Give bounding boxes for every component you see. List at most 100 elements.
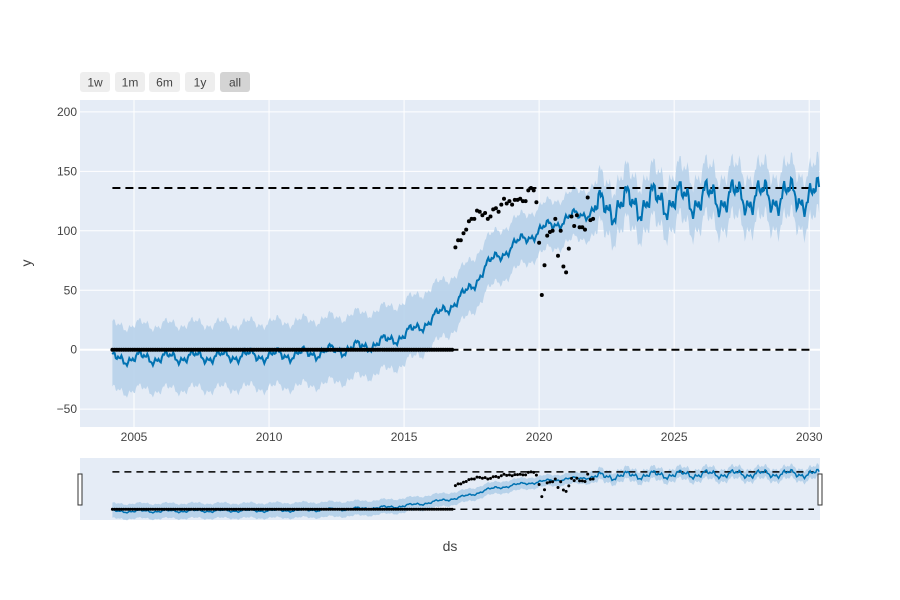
range-button-6m[interactable]: 6m [149, 72, 180, 92]
slider-actual-point [198, 507, 202, 511]
slider-actual-point [221, 507, 225, 511]
slider-actual-point [537, 483, 541, 486]
actual-point [488, 214, 493, 219]
slider-actual-point [453, 484, 457, 488]
slider-actual-point [425, 507, 429, 511]
slider-actual-point [349, 507, 353, 511]
slider-actual-point [342, 507, 346, 511]
slider-actual-point [146, 507, 150, 511]
range-button-label[interactable]: 6m [156, 76, 173, 90]
slider-actual-point [561, 488, 565, 492]
range-button-1w[interactable]: 1w [80, 72, 110, 92]
actual-point [504, 201, 509, 206]
slider-actual-point [317, 507, 321, 511]
slider-actual-point [209, 507, 213, 511]
x-tick-label: 2010 [256, 430, 283, 444]
slider-actual-point [311, 507, 315, 511]
slider-actual-point [545, 481, 549, 485]
actual-point [461, 231, 466, 236]
slider-actual-point [286, 507, 290, 511]
actual-point [464, 227, 469, 232]
range-button-label[interactable]: 1y [194, 76, 207, 90]
range-slider-left-handle[interactable] [77, 473, 83, 506]
range-button-label[interactable]: 1m [122, 76, 139, 90]
slider-actual-point [502, 472, 506, 476]
actual-point [569, 214, 574, 219]
actual-point [483, 211, 488, 215]
slider-actual-point [239, 507, 243, 511]
slider-actual-point [218, 507, 222, 511]
slider-actual-point [149, 507, 153, 511]
slider-actual-point [135, 507, 139, 511]
actual-point [480, 213, 485, 218]
slider-actual-point [122, 507, 126, 511]
slider-actual-point [288, 507, 292, 511]
slider-actual-point [338, 507, 342, 511]
slider-actual-point [575, 476, 579, 480]
slider-actual-point [252, 507, 256, 511]
range-button-bg[interactable] [220, 72, 250, 92]
range-button-bg[interactable] [185, 72, 215, 92]
slider-actual-point [548, 480, 552, 484]
slider-actual-point [153, 507, 157, 511]
range-button-1m[interactable]: 1m [115, 72, 145, 92]
actual-point [534, 200, 539, 205]
range-slider[interactable] [77, 458, 823, 521]
slider-actual-point [351, 507, 355, 511]
slider-actual-point [570, 476, 573, 480]
range-slider-preview [110, 463, 820, 521]
y-tick-label: 50 [64, 283, 78, 297]
slider-actual-point [329, 507, 333, 511]
slider-actual-point [516, 473, 519, 477]
slider-actual-point [567, 484, 571, 488]
range-slider-right-handle[interactable] [817, 473, 823, 506]
slider-actual-point [160, 507, 164, 511]
slider-actual-point [155, 507, 159, 511]
x-tick-label: 2015 [391, 430, 418, 444]
slider-actual-point [299, 507, 303, 511]
slider-actual-point [394, 507, 398, 511]
actual-point [450, 347, 455, 352]
slider-actual-point [133, 507, 137, 511]
actual-point [553, 216, 558, 221]
range-button-label[interactable]: 1w [87, 76, 103, 90]
range-button-1y[interactable]: 1y [185, 72, 215, 92]
slider-actual-point [405, 507, 409, 511]
slider-actual-point [207, 507, 211, 511]
y-tick-label: 200 [57, 105, 77, 119]
actual-point [539, 293, 544, 297]
slider-actual-point [392, 507, 396, 511]
slider-actual-point [441, 507, 445, 511]
forecast-path [111, 175, 821, 369]
slider-actual-point [200, 507, 204, 511]
actual-point [572, 224, 577, 228]
slider-actual-point [540, 495, 544, 499]
slider-actual-point [313, 507, 317, 511]
actual-point [580, 225, 585, 230]
slider-actual-point [513, 473, 517, 477]
range-button-bg[interactable] [80, 72, 110, 92]
slider-actual-point [117, 507, 121, 511]
slider-actual-point [383, 507, 387, 511]
slider-actual-point [275, 507, 279, 511]
range-button-all[interactable]: all [220, 72, 250, 92]
range-button-bg[interactable] [149, 72, 180, 92]
range-button-label[interactable]: all [229, 76, 241, 90]
slider-actual-point [580, 479, 584, 483]
forecast-line [111, 175, 821, 369]
actual-point [537, 240, 542, 245]
slider-actual-point [268, 507, 272, 511]
slider-actual-point [583, 480, 587, 483]
slider-actual-point [401, 507, 405, 511]
actual-point [507, 199, 512, 204]
y-tick-label: 100 [57, 224, 77, 238]
slider-actual-point [203, 507, 207, 511]
slider-actual-point [450, 507, 454, 511]
slider-actual-point [241, 507, 245, 511]
slider-actual-point [518, 472, 522, 476]
slider-actual-point [497, 475, 501, 479]
slider-actual-point [556, 486, 560, 489]
slider-actual-point [521, 473, 525, 477]
range-button-bg[interactable] [115, 72, 145, 92]
slider-actual-point [467, 478, 471, 482]
